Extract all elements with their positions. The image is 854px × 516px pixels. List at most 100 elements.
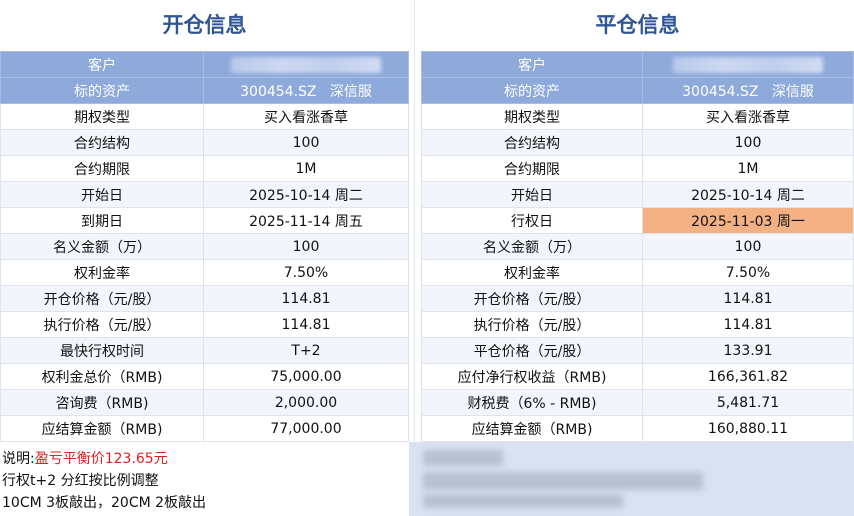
row-label: 咨询费（RMB) [0, 389, 204, 416]
note-line-2: 行权t+2 分红按比例调整 [2, 473, 159, 489]
row-value: 100 [203, 233, 409, 260]
row-value: 77,000.00 [203, 415, 409, 442]
client-label: 客户 [421, 51, 643, 78]
row-label: 开仓价格（元/股） [421, 285, 643, 312]
table-row: 合约结构 100 [0, 129, 409, 156]
row-value: 2025-10-14 周二 [203, 181, 409, 208]
row-value: 114.81 [203, 311, 409, 338]
row-value: 114.81 [642, 285, 854, 312]
table-row: 权利金率 7.50% [0, 259, 409, 286]
underlying-value: 300454.SZ 深信服 [642, 77, 854, 104]
divider-line [414, 0, 415, 516]
table-row: 最快行权时间 T+2 [0, 337, 409, 364]
underlying-value: 300454.SZ 深信服 [203, 77, 409, 104]
row-label: 开始日 [421, 181, 643, 208]
open-position-title: 开仓信息 [162, 13, 247, 37]
redacted-smudge [423, 472, 703, 490]
row-value: 买入看涨香草 [203, 103, 409, 130]
redacted-area [409, 442, 854, 516]
row-value: 7.50% [203, 259, 409, 286]
client-label: 客户 [0, 51, 204, 78]
row-value: 114.81 [642, 311, 854, 338]
close-position-panel: 平仓信息 客户 标的资产 300454.SZ 深信服 期权类型 买入看涨香草 合约… [421, 0, 854, 442]
table-row: 应付净行权收益（RMB) 166,361.82 [421, 363, 854, 390]
table-row: 开仓价格（元/股） 114.81 [0, 285, 409, 312]
row-label: 合约结构 [0, 129, 204, 156]
table-row: 应结算金额（RMB) 160,880.11 [421, 415, 854, 442]
row-label: 开始日 [0, 181, 204, 208]
table-row: 名义金额（万） 100 [0, 233, 409, 260]
underlying-label: 标的资产 [0, 77, 204, 104]
row-value: 买入看涨香草 [642, 103, 854, 130]
row-value: 75,000.00 [203, 363, 409, 390]
exercise-date-value: 2025-11-03 周一 [642, 207, 854, 234]
table-row: 期权类型 买入看涨香草 [421, 103, 854, 130]
table-row: 行权日 2025-11-03 周一 [421, 207, 854, 234]
row-value: 100 [642, 129, 854, 156]
table-row: 到期日 2025-11-14 周五 [0, 207, 409, 234]
row-label: 名义金额（万） [0, 233, 204, 260]
row-label: 合约期限 [421, 155, 643, 182]
open-position-table: 客户 标的资产 300454.SZ 深信服 期权类型 买入看涨香草 合约结构 100… [0, 51, 409, 442]
row-value: 166,361.82 [642, 363, 854, 390]
table-row: 权利金总价（RMB) 75,000.00 [0, 363, 409, 390]
table-row: 客户 [421, 51, 854, 78]
close-position-table: 客户 标的资产 300454.SZ 深信服 期权类型 买入看涨香草 合约结构 100… [421, 51, 854, 442]
row-value: 2025-10-14 周二 [642, 181, 854, 208]
table-row: 开始日 2025-10-14 周二 [421, 181, 854, 208]
table-row: 开仓价格（元/股） 114.81 [421, 285, 854, 312]
table-row: 应结算金额（RMB) 77,000.00 [0, 415, 409, 442]
table-row: 执行价格（元/股） 114.81 [0, 311, 409, 338]
row-label: 到期日 [0, 207, 204, 234]
row-label: 权利金率 [0, 259, 204, 286]
note-line-1: 说明:盈亏平衡价123.65元 [2, 448, 407, 470]
row-label: 权利金率 [421, 259, 643, 286]
close-position-title: 平仓信息 [595, 13, 680, 37]
table-row: 执行价格（元/股） 114.81 [421, 311, 854, 338]
table-row: 咨询费（RMB) 2,000.00 [0, 389, 409, 416]
table-row: 开始日 2025-10-14 周二 [0, 181, 409, 208]
row-label: 财税费（6% - RMB) [421, 389, 643, 416]
open-position-panel: 开仓信息 客户 标的资产 300454.SZ 深信服 期权类型 买入看涨香草 合约… [0, 0, 409, 442]
row-label: 开仓价格（元/股） [0, 285, 204, 312]
note-prefix: 说明: [2, 451, 35, 467]
table-row: 合约期限 1M [0, 155, 409, 182]
underlying-label: 标的资产 [421, 77, 643, 104]
table-row: 期权类型 买入看涨香草 [0, 103, 409, 130]
row-value: 1M [642, 155, 854, 182]
table-row: 财税费（6% - RMB) 5,481.71 [421, 389, 854, 416]
row-label: 权利金总价（RMB) [0, 363, 204, 390]
row-label: 合约结构 [421, 129, 643, 156]
table-row: 客户 [0, 51, 409, 78]
panel-divider [409, 0, 421, 516]
row-value: 2025-11-14 周五 [203, 207, 409, 234]
row-value: 2,000.00 [203, 389, 409, 416]
row-label: 应结算金额（RMB) [421, 415, 643, 442]
row-label: 执行价格（元/股） [421, 311, 643, 338]
row-label: 应付净行权收益（RMB) [421, 363, 643, 390]
redacted-smudge [423, 494, 623, 508]
table-row: 权利金率 7.50% [421, 259, 854, 286]
row-label: 执行价格（元/股） [0, 311, 204, 338]
client-value-redacted [642, 51, 854, 78]
row-value: 100 [203, 129, 409, 156]
note-line-3: 10CM 3板敲出，20CM 2板敲出 [2, 495, 207, 511]
row-value: 114.81 [203, 285, 409, 312]
client-value-redacted [203, 51, 409, 78]
row-label: 行权日 [421, 207, 643, 234]
row-value: T+2 [203, 337, 409, 364]
row-value: 160,880.11 [642, 415, 854, 442]
row-label: 最快行权时间 [0, 337, 204, 364]
row-value: 100 [642, 233, 854, 260]
row-value: 7.50% [642, 259, 854, 286]
table-row: 合约期限 1M [421, 155, 854, 182]
row-label: 应结算金额（RMB) [0, 415, 204, 442]
redacted-smudge [423, 450, 503, 466]
row-label: 名义金额（万） [421, 233, 643, 260]
row-label: 期权类型 [0, 103, 204, 130]
table-row: 合约结构 100 [421, 129, 854, 156]
table-row: 名义金额（万） 100 [421, 233, 854, 260]
row-label: 合约期限 [0, 155, 204, 182]
row-value: 5,481.71 [642, 389, 854, 416]
row-value: 133.91 [642, 337, 854, 364]
